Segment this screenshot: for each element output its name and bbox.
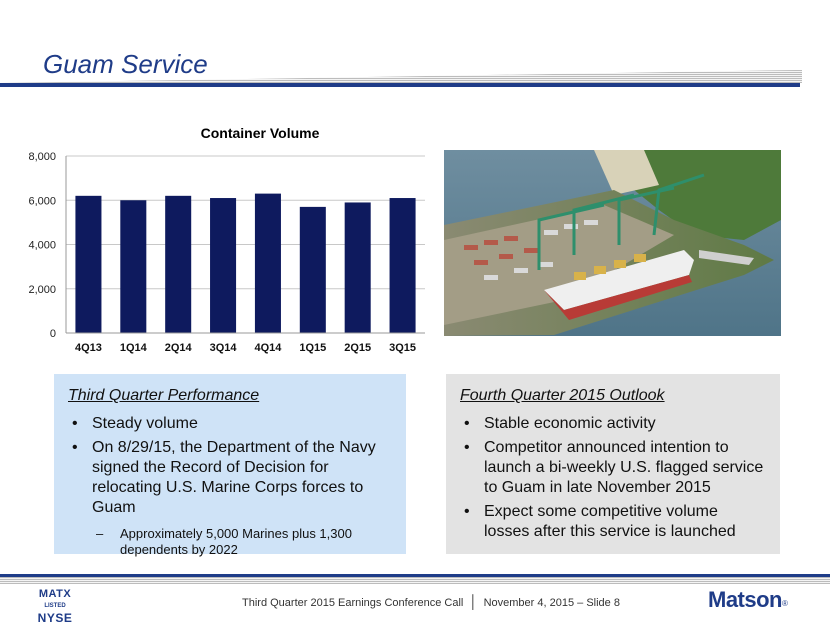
bar-4q13: [75, 195, 102, 333]
harbor-photo: [444, 150, 781, 336]
chart-title: Container Volume: [200, 125, 320, 141]
x-tick-label: 3Q15: [389, 342, 416, 354]
x-tick-label: 4Q13: [75, 342, 102, 354]
bullet-icon: •: [72, 439, 78, 456]
bullet-item: • Steady volume: [68, 414, 392, 434]
footer-divider-stripes: [0, 577, 830, 584]
bullet-text: On 8/29/15, the Department of the Navy s…: [92, 439, 376, 516]
x-tick-label: 3Q14: [210, 342, 238, 354]
panel-heading-fourth-quarter: Fourth Quarter 2015 Outlook: [460, 387, 665, 404]
fourth-quarter-outlook-panel: Fourth Quarter 2015 Outlook • Stable eco…: [446, 374, 780, 554]
title-divider-stripes: [0, 70, 802, 83]
ticker-symbol: MATX: [38, 588, 72, 600]
sub-bullet-text: Approximately 5,000 Marines plus 1,300 d…: [120, 526, 352, 557]
bullet-text: Competitor announced intention to launch…: [484, 439, 764, 496]
chart-svg: 0 2,000 4,000 6,000 8,000 4Q13 1Q14 2Q14 3Q14 4Q1…: [28, 151, 425, 354]
ticker-exchange: NYSE: [37, 611, 73, 625]
y-tick-label: 8,000: [28, 151, 56, 163]
bullet-text: Stable economic activity: [484, 415, 656, 432]
footer-divider: [0, 574, 830, 584]
harbor-photo-illustration: [444, 150, 781, 336]
title-divider: [0, 70, 802, 88]
brand-name: Matson: [708, 587, 783, 612]
bullet-icon: •: [72, 415, 78, 432]
bullet-text: Expect some competitive volume losses af…: [484, 503, 736, 540]
y-tick-label: 2,000: [28, 284, 56, 296]
bullet-item: • On 8/29/15, the Department of the Navy…: [68, 438, 392, 518]
bar-1q15: [299, 206, 326, 333]
bullet-icon: •: [464, 503, 470, 520]
x-tick-label: 4Q14: [254, 342, 282, 354]
slide-title: Guam Service: [43, 49, 208, 79]
footer-date: November 4, 2015 – Slide 8: [483, 597, 620, 609]
bullet-item: • Expect some competitive volume losses …: [460, 502, 766, 542]
footer-separator: │: [469, 594, 478, 609]
bullet-item: • Competitor announced intention to laun…: [460, 438, 766, 498]
matson-logo: Matson®: [708, 587, 788, 613]
bar-3q14: [210, 198, 237, 333]
registered-mark: ®: [782, 599, 788, 608]
bullet-icon: •: [464, 439, 470, 456]
container-volume-chart: Container Volume 0 2,000 4,000 6,000 8,000 4Q…: [0, 120, 440, 360]
dash-icon: –: [96, 526, 104, 541]
bar-4q14: [254, 193, 281, 333]
bullet-text: Steady volume: [92, 415, 198, 432]
bullet-item: • Stable economic activity: [460, 414, 766, 434]
bar-2q15: [344, 202, 371, 333]
x-tick-label: 1Q15: [299, 342, 326, 354]
x-tick-label: 1Q14: [120, 342, 148, 354]
bar-2q14: [165, 195, 192, 333]
bar-1q14: [120, 200, 147, 333]
nyse-ticker-logo: MATX LISTED NYSE: [36, 588, 74, 624]
title-divider-line: [0, 83, 800, 87]
bar-3q15: [389, 198, 416, 333]
y-tick-label: 6,000: [28, 195, 56, 207]
x-tick-label: 2Q15: [344, 342, 371, 354]
footer-divider-line: [0, 574, 830, 577]
footer-event: Third Quarter 2015 Earnings Conference C…: [242, 597, 464, 609]
y-tick-label: 4,000: [28, 240, 56, 252]
x-tick-label: 2Q14: [165, 342, 193, 354]
bullet-icon: •: [464, 415, 470, 432]
footer-caption: Third Quarter 2015 Earnings Conference C…: [242, 594, 620, 609]
third-quarter-performance-panel: Third Quarter Performance • Steady volum…: [54, 374, 406, 557]
sub-bullet-item: – Approximately 5,000 Marines plus 1,300…: [68, 526, 392, 558]
y-tick-label: 0: [50, 328, 56, 340]
panel-heading-third-quarter: Third Quarter Performance: [68, 387, 260, 404]
ticker-listed: LISTED: [44, 603, 66, 609]
